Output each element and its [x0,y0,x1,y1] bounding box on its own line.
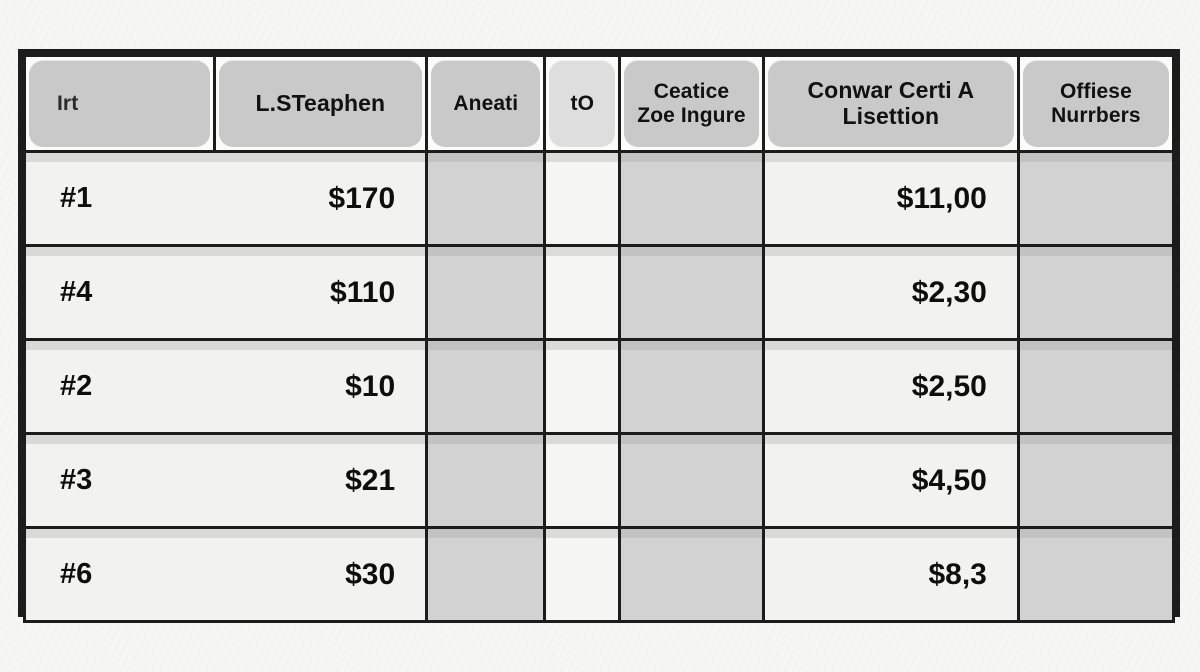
table-row[interactable]: #1 $170 $11,00 [22,150,1176,247]
cell-rank: #6 [60,558,93,590]
column-header-ceatice-zoe-ingure[interactable]: Ceatice Zoe Ingure [618,54,765,153]
cell-last [1016,244,1176,341]
cell-amount: $30 [345,557,396,591]
cell-total: $2,30 [761,244,1020,341]
cell-total-value: $2,50 [911,369,987,403]
column-header-conwar-certi-a-lisettion[interactable]: Conwar Certi A Lisettion [761,54,1020,153]
cell-last [1016,338,1176,435]
cell-last-value [1020,341,1172,432]
cell-col3 [425,526,547,623]
column-header-ceatice-zoe-ingure-label: Ceatice Zoe Ingure [624,60,759,147]
cell-rank-amount: #1 $170 [22,150,429,247]
cell-col3 [425,244,547,341]
cell-col4 [543,244,622,341]
cell-total-value: $8,3 [928,557,987,591]
cell-last-value [1020,247,1172,338]
cell-col4 [543,150,622,247]
cell-col3-value [428,341,543,432]
cell-total: $8,3 [761,526,1020,623]
cell-amount: $170 [328,181,396,215]
table-row[interactable]: #6 $30 $8,3 [22,526,1176,623]
column-header-offiese-nurrbers-label: Offiese Nurrbers [1022,60,1169,147]
cell-last [1016,150,1176,247]
cell-col5-value [621,153,762,244]
cell-rank: #1 [60,182,93,214]
cell-last [1016,432,1176,529]
cell-amount: $110 [330,275,396,309]
cell-last-value [1020,529,1172,620]
cell-col5-value [621,435,762,526]
cell-col4-value [546,435,618,526]
cell-col3-value [428,435,543,526]
cell-col5 [618,338,765,435]
cell-col5-value [621,341,762,432]
cell-col3 [425,150,547,247]
cell-rank: #2 [60,370,93,402]
cell-col5 [618,244,765,341]
cell-col5 [618,432,765,529]
cell-col5 [618,150,765,247]
cell-col4 [543,338,622,435]
column-header-to[interactable]: tO [543,54,622,153]
cell-amount: $10 [345,369,396,403]
cell-total-value: $2,30 [911,275,987,309]
cell-total: $4,50 [761,432,1020,529]
cell-col4 [543,432,622,529]
cell-last-value [1020,153,1172,244]
cell-col4-value [546,153,618,244]
column-header-lsteaphen-label: L.STeaphen [218,60,423,147]
column-header-irt-label: Irt [29,60,210,147]
table-body: #1 $170 $11,00 [22,150,1176,623]
table-row[interactable]: #4 $110 $2,30 [22,244,1176,341]
cell-col5-value [621,529,762,620]
cell-col5 [618,526,765,623]
cell-col3-value [428,247,543,338]
cell-rank-amount: #6 $30 [22,526,429,623]
data-table-frame: Irt L.STeaphen Aneati tO Ceatice Zoe Ing… [18,49,1180,623]
cell-col3-value [428,153,543,244]
column-header-aneati[interactable]: Aneati [425,54,547,153]
table-row[interactable]: #3 $21 $4,50 [22,432,1176,529]
cell-last [1016,526,1176,623]
cell-amount: $21 [345,463,396,497]
cell-col3 [425,338,547,435]
table-header-row: Irt L.STeaphen Aneati tO Ceatice Zoe Ing… [23,54,1176,153]
cell-col5-value [621,247,762,338]
cell-rank: #4 [60,276,93,308]
column-header-lsteaphen[interactable]: L.STeaphen [212,54,429,153]
cell-total: $2,50 [761,338,1020,435]
cell-total: $11,00 [761,150,1020,247]
column-header-irt[interactable]: Irt [23,54,216,153]
column-header-offiese-nurrbers[interactable]: Offiese Nurrbers [1016,54,1176,153]
cell-col4-value [546,341,618,432]
cell-last-value [1020,435,1172,526]
cell-rank-amount: #3 $21 [22,432,429,529]
data-table: Irt L.STeaphen Aneati tO Ceatice Zoe Ing… [22,54,1176,623]
column-header-to-label: tO [549,60,616,147]
cell-col4-value [546,247,618,338]
column-header-conwar-certi-a-lisettion-label: Conwar Certi A Lisettion [767,60,1014,147]
cell-rank: #3 [60,464,93,496]
table-row[interactable]: #2 $10 $2,50 [22,338,1176,435]
cell-col4-value [546,529,618,620]
cell-col3 [425,432,547,529]
cell-total-value: $4,50 [911,463,987,497]
cell-rank-amount: #2 $10 [22,338,429,435]
cell-rank-amount: #4 $110 [22,244,429,341]
column-header-aneati-label: Aneati [431,60,541,147]
cell-total-value: $11,00 [896,181,987,215]
cell-col3-value [428,529,543,620]
cell-col4 [543,526,622,623]
